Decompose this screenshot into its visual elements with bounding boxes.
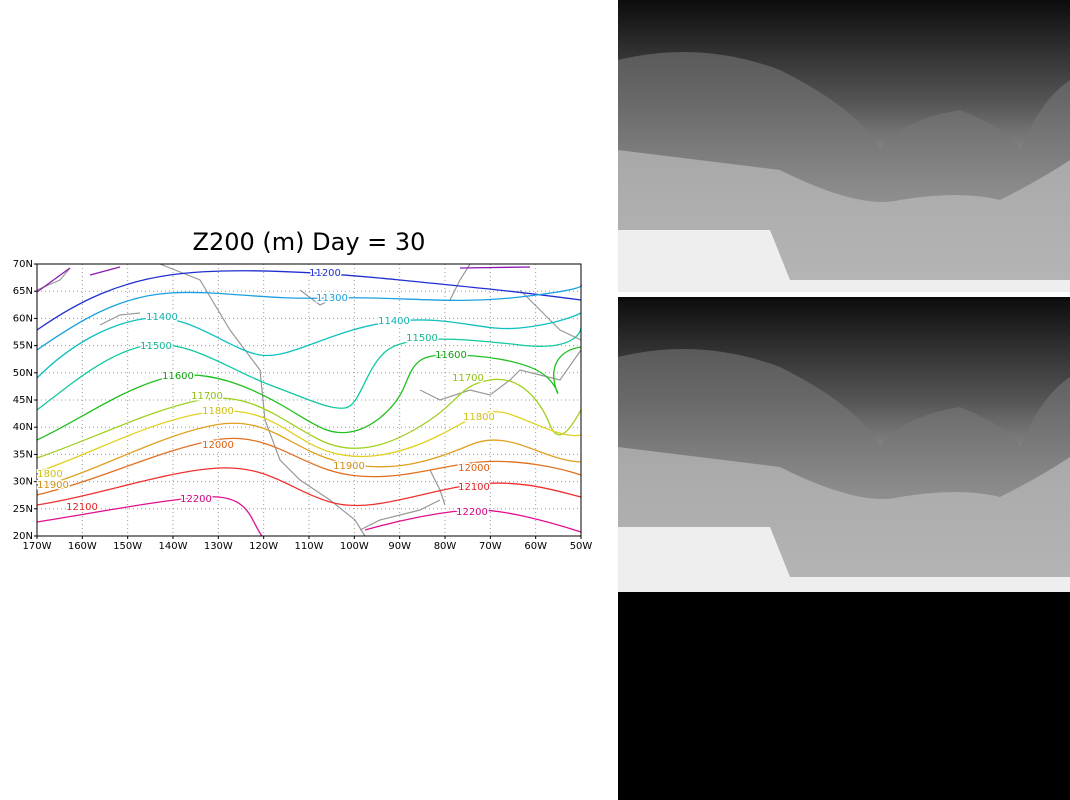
x-tick-label: 120W: [249, 541, 278, 552]
contour-label: 12200: [180, 494, 212, 505]
contour-label: 11800: [463, 412, 495, 423]
contour-label: 11700: [452, 373, 484, 384]
contour-label: 11600: [435, 350, 467, 361]
x-tick-label: 50W: [570, 541, 593, 552]
contour-label: 11400: [378, 316, 410, 327]
contour-label: 12000: [202, 440, 234, 451]
contour-label: 12200: [456, 507, 488, 518]
x-tick-label: 110W: [295, 541, 324, 552]
contour-label: 11700: [191, 391, 223, 402]
y-tick-label: 25N: [13, 504, 33, 515]
contour-labels: 11200 11300 11400 11400 11500 11500 11600 11600…: [36, 267, 497, 520]
map-frame: [36, 263, 582, 537]
y-tick-label: 40N: [13, 422, 33, 433]
contours: [36, 266, 583, 537]
contour-label: 12100: [66, 502, 98, 513]
gray-panel-top: [618, 0, 1070, 292]
y-tick-label: 35N: [13, 449, 33, 460]
x-tick-label: 170W: [23, 541, 52, 552]
gray-panel-bottom: [618, 297, 1070, 592]
contour-label: 11500: [140, 341, 172, 352]
x-tick-label: 100W: [340, 541, 369, 552]
x-tick-label: 70W: [479, 541, 502, 552]
x-tick-label: 160W: [68, 541, 97, 552]
contour-label: 11300: [316, 293, 348, 304]
map-title: Z200 (m) Day = 30: [193, 228, 426, 256]
y-tick-label: 45N: [13, 395, 33, 406]
x-tick-label: 90W: [388, 541, 411, 552]
contour-label: 11800: [202, 406, 234, 417]
contour-label: 1800: [37, 469, 62, 480]
black-area: [618, 592, 1070, 800]
contour-label: 11500: [406, 333, 438, 344]
contour-label: 11900: [37, 480, 69, 491]
y-tick-label: 30N: [13, 477, 33, 488]
y-tick-label: 50N: [13, 368, 33, 379]
x-tick-label: 60W: [524, 541, 547, 552]
x-tick-label: 150W: [113, 541, 142, 552]
x-tick-label: 130W: [204, 541, 233, 552]
y-tick-label: 60N: [13, 313, 33, 324]
x-tick-label: 80W: [434, 541, 457, 552]
y-tick-label: 55N: [13, 341, 33, 352]
contour-label: 12000: [458, 463, 490, 474]
contour-label: 11200: [309, 268, 341, 279]
coastlines: [36, 263, 582, 537]
x-tick-label: 140W: [159, 541, 188, 552]
contour-label: 11400: [146, 312, 178, 323]
y-tick-label: 20N: [13, 531, 33, 542]
contour-label: 11900: [333, 461, 365, 472]
y-tick-label: 65N: [13, 286, 33, 297]
contour-label: 12100: [458, 482, 490, 493]
y-tick-label: 70N: [13, 259, 33, 270]
separator: [618, 292, 1070, 297]
contour-label: 11600: [162, 371, 194, 382]
